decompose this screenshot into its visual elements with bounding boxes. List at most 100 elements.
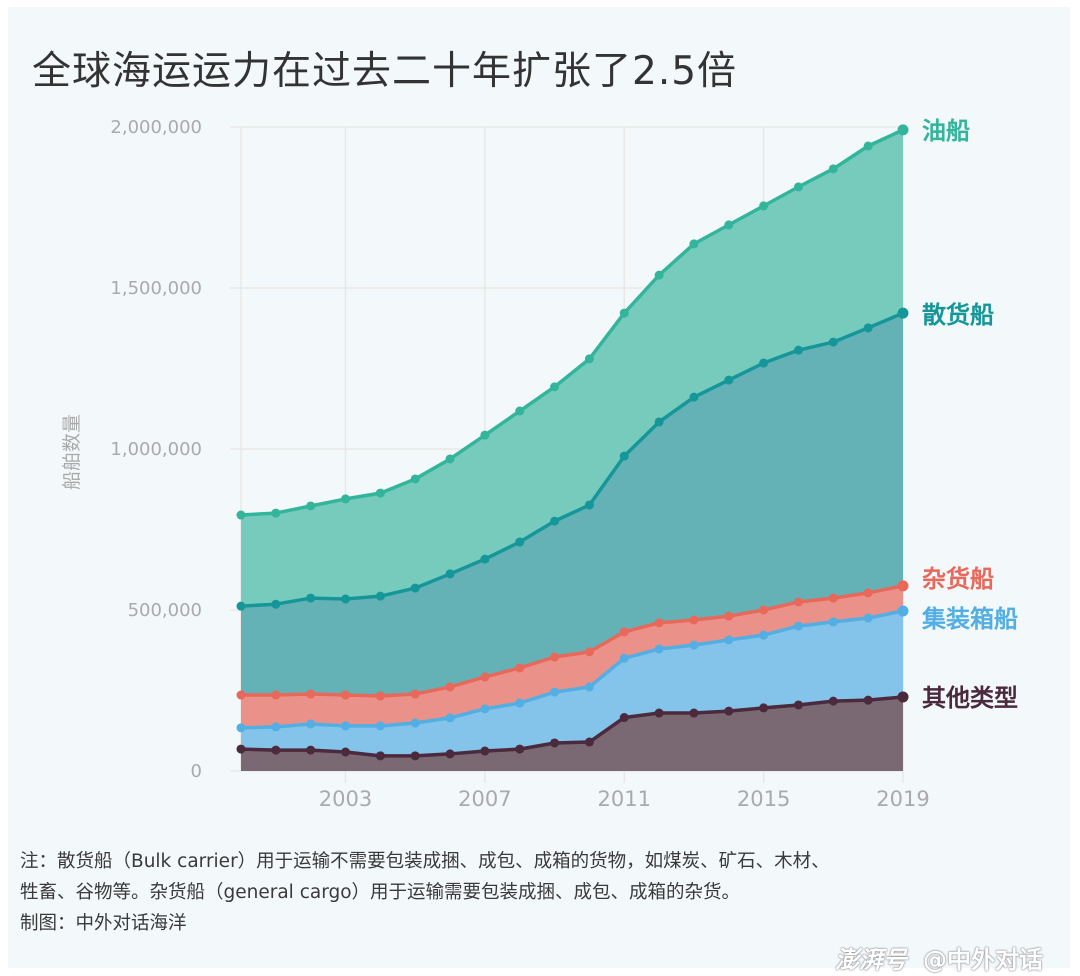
data-point [271, 722, 281, 732]
data-point [828, 617, 838, 627]
data-point [306, 719, 316, 729]
data-point [863, 588, 873, 598]
data-point [550, 516, 560, 526]
data-point [306, 745, 316, 755]
series-points [236, 124, 909, 761]
x-axis: 2003 2007 2011 2015 2019 [319, 787, 930, 811]
data-point [236, 723, 246, 733]
data-point [793, 700, 803, 710]
data-point [654, 644, 664, 654]
data-point [375, 691, 385, 701]
data-point [271, 599, 281, 609]
series-label: 其他类型 [922, 684, 1018, 712]
data-point [445, 713, 455, 723]
data-point [828, 164, 838, 174]
y-axis-title: 船舶数量 [61, 414, 83, 490]
data-point [410, 689, 420, 699]
data-point [375, 488, 385, 498]
data-point [515, 698, 525, 708]
data-point [410, 751, 420, 761]
series-label: 油船 [922, 117, 970, 145]
data-point [897, 605, 909, 617]
data-point [271, 690, 281, 700]
data-point [793, 182, 803, 192]
data-point [584, 500, 594, 510]
data-point [480, 704, 490, 714]
data-point [863, 141, 873, 151]
y-tick-label: 2,000,000 [110, 117, 202, 138]
data-point [515, 663, 525, 673]
data-point [306, 501, 316, 511]
data-point [375, 591, 385, 601]
series-line [241, 584, 904, 698]
data-point [341, 494, 351, 504]
series-label: 集装箱船 [921, 605, 1018, 633]
data-point [306, 689, 316, 699]
data-point [271, 508, 281, 518]
data-point [689, 708, 699, 718]
data-point [654, 270, 664, 280]
watermark-brand: 澎湃号 [835, 946, 907, 974]
data-point [724, 706, 734, 716]
data-point [584, 647, 594, 657]
data-point [724, 220, 734, 230]
data-point [724, 635, 734, 645]
data-point [828, 593, 838, 603]
series-labels: 其他类型 集装箱船 杂货船 散货船 油船 [921, 117, 1018, 712]
data-point [897, 307, 909, 319]
data-point [689, 239, 699, 249]
y-tick-label: 1,500,000 [110, 278, 202, 299]
data-point [654, 417, 664, 427]
series-lines [240, 128, 904, 758]
data-point [515, 744, 525, 754]
data-point [550, 652, 560, 662]
footnote-line-1: 注：散货船（Bulk carrier）用于运输不需要包装成捆、成包、成箱的货物，… [20, 851, 830, 872]
data-point [550, 687, 560, 697]
series-line [240, 695, 904, 758]
footnote-line-2: 牲畜、谷物等。杂货船（general cargo）用于运输需要包装成捆、成包、成… [20, 882, 741, 903]
data-point [584, 354, 594, 364]
series-areas [241, 129, 903, 771]
data-point [619, 451, 629, 461]
chart-title: 全球海运运力在过去二十年扩张了2.5倍 [32, 49, 738, 94]
series-line [240, 609, 904, 730]
data-point [724, 375, 734, 385]
data-point [445, 454, 455, 464]
series-line [240, 128, 904, 517]
data-point [759, 358, 769, 368]
data-point [724, 611, 734, 621]
data-point [410, 583, 420, 593]
data-point [271, 745, 281, 755]
data-point [689, 392, 699, 402]
data-point [480, 554, 490, 564]
x-tick-label: 2015 [737, 787, 790, 811]
data-point [619, 308, 629, 318]
data-point [375, 721, 385, 731]
data-point [306, 593, 316, 603]
data-point [584, 682, 594, 692]
data-point [863, 323, 873, 333]
data-point [793, 345, 803, 355]
data-point [619, 627, 629, 637]
y-axis: 0 500,000 1,000,000 1,500,000 2,000,000 [110, 117, 202, 782]
series-label: 杂货船 [922, 565, 994, 593]
data-point [897, 580, 909, 592]
data-point [445, 569, 455, 579]
area-0 [241, 696, 903, 771]
data-point [759, 703, 769, 713]
data-point [341, 747, 351, 757]
data-point [619, 713, 629, 723]
data-point [236, 690, 246, 700]
data-point [689, 640, 699, 650]
data-point [375, 751, 385, 761]
data-point [828, 696, 838, 706]
watermark-account: @中外对话 [923, 946, 1043, 974]
data-point [759, 201, 769, 211]
series-label: 散货船 [922, 301, 994, 329]
data-point [341, 594, 351, 604]
data-point [654, 618, 664, 628]
data-point [828, 337, 838, 347]
footnote-credit: 制图：中外对话海洋 [20, 913, 187, 934]
data-point [759, 605, 769, 615]
